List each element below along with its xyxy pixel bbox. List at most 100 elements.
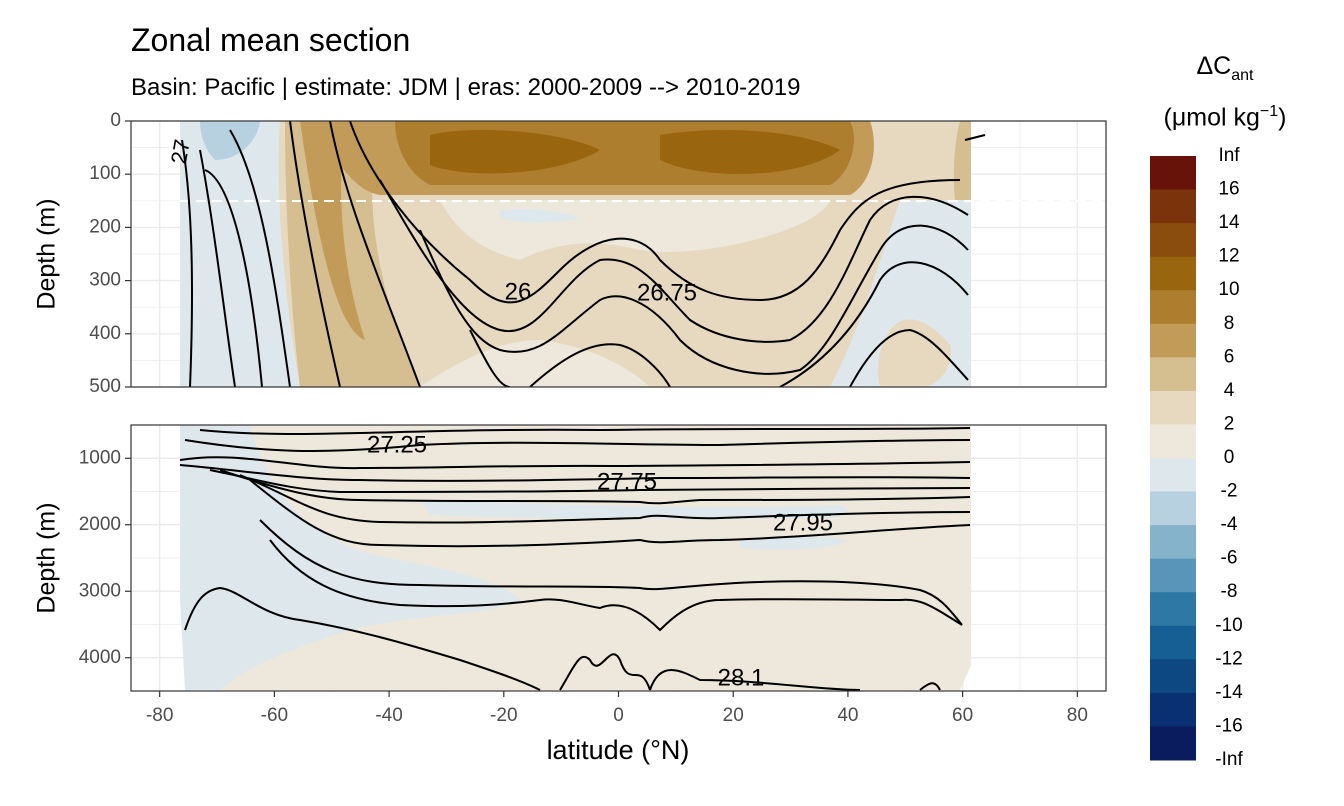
- lower-panel-fields: 27.25 27.75 27.95 28.1: [179, 425, 971, 691]
- y-tick-label: 2000: [79, 514, 121, 535]
- legend-title: ΔCant (μmol kg−1): [1150, 54, 1300, 130]
- x-tick-label: -80: [146, 705, 173, 726]
- colorbar-swatch: [1150, 525, 1196, 560]
- x-axis: -80 -60 -40 -20 0 20 40 60 80: [146, 691, 1088, 726]
- colorbar-swatch: [1150, 592, 1196, 627]
- legend-unit: (μmol kg−1): [1150, 104, 1300, 130]
- colorbar-level-label: -Inf: [1215, 749, 1243, 770]
- upper-contour: [964, 134, 986, 141]
- colorbar-swatch: [1150, 357, 1196, 392]
- upper-contour: [849, 328, 969, 387]
- colorbar-level-label: 4: [1224, 380, 1235, 401]
- legend-unit-suffix: ): [1278, 103, 1287, 132]
- y-tick-label: 300: [89, 270, 121, 291]
- lower-contour: [259, 519, 963, 626]
- x-axis-title: latitude (°N): [547, 735, 690, 765]
- lower-contour: [649, 669, 861, 691]
- upper-contour: [289, 121, 341, 387]
- colorbar-level-label: 10: [1218, 279, 1239, 300]
- chart-subtitle: Basin: Pacific | estimate: JDM | eras: 2…: [131, 74, 801, 101]
- upper-contour: [419, 224, 969, 375]
- colorbar-swatch: [1150, 424, 1196, 459]
- isopycnal-label: 27.95: [773, 509, 833, 536]
- colorbar-swatch: [1150, 558, 1196, 593]
- legend-title-subscript: ant: [1231, 67, 1254, 84]
- lower-contour: [269, 539, 963, 632]
- isopycnal-label: 26: [505, 278, 532, 305]
- colorbar-level-label: 6: [1224, 346, 1235, 367]
- upper-contour: [349, 121, 961, 304]
- y-tick-label: 4000: [79, 647, 121, 668]
- y-tick-label: 200: [89, 216, 121, 237]
- x-tick-label: 80: [1067, 705, 1088, 726]
- colorbar-swatch: [1150, 223, 1196, 258]
- colorbar-swatch: [1150, 458, 1196, 493]
- upper-northern-deep-positive: [878, 319, 951, 387]
- lower-y-axis-title: Depth (m): [33, 502, 61, 613]
- lower-contour: [219, 469, 971, 505]
- colorbar-level-label: -16: [1215, 715, 1242, 736]
- x-tick-label: -40: [375, 705, 402, 726]
- colorbar-level-label: Inf: [1218, 145, 1240, 166]
- lower-contour: [919, 682, 941, 691]
- colorbar-swatch: [1150, 726, 1196, 761]
- colorbar-swatch: [1150, 659, 1196, 694]
- lower-negative-band: [420, 500, 849, 520]
- legend-unit-prefix: (μmol kg: [1163, 103, 1260, 132]
- isopycnal-label: 27.75: [597, 468, 657, 495]
- colorbar-swatch: [1150, 156, 1196, 191]
- upper-contour: [199, 149, 236, 387]
- legend-title-symbol: ΔC: [1196, 52, 1232, 80]
- lower-contour: [199, 427, 971, 436]
- y-tick-label: 3000: [79, 580, 121, 601]
- colorbar-level-label: 16: [1218, 179, 1239, 200]
- colorbar-level-label: -8: [1221, 581, 1238, 602]
- colorbar-level-label: 8: [1224, 313, 1235, 334]
- upper-southern-strong-band: [300, 121, 365, 340]
- upper-panel-fields: 26 26.75 27: [166, 121, 1106, 387]
- colorbar-swatch: [1150, 692, 1196, 727]
- upper-mixed-layer-max-south: [430, 130, 600, 174]
- upper-southern-strong-negative: [200, 121, 260, 160]
- colorbar-swatch: [1150, 189, 1196, 224]
- upper-depth-panel: 26 26.75 27 0 100 200 300 400 500 Depth (m): [33, 110, 1107, 397]
- lower-contour: [184, 439, 971, 452]
- x-tick-label: 0: [613, 705, 624, 726]
- y-tick-label: 100: [89, 163, 121, 184]
- colorbar-level-label: -10: [1215, 615, 1242, 636]
- lower-contour: [184, 586, 541, 691]
- isopycnal-label: 26.75: [637, 279, 697, 306]
- upper-contours: [181, 121, 986, 387]
- x-tick-label: 60: [952, 705, 973, 726]
- upper-contour: [204, 169, 263, 387]
- colorbar-level-label: -14: [1215, 682, 1243, 703]
- colorbar-legend: Inf 16 14 12 10 8 6 4 2 0 -2 -4 -6 -8 -10 -12 -14 -16 -Inf: [1150, 145, 1243, 770]
- upper-contour: [229, 129, 291, 387]
- legend-unit-exponent: −1: [1259, 103, 1279, 120]
- colorbar-level-label: 2: [1224, 413, 1235, 434]
- upper-deep-low: [420, 340, 650, 387]
- colorbar-swatch: [1150, 323, 1196, 358]
- upper-subsurface-negative: [500, 209, 580, 223]
- upper-contour: [529, 343, 671, 387]
- colorbar-swatch: [1150, 491, 1196, 526]
- isopycnal-label: 27: [166, 137, 195, 165]
- colorbar-swatch: [1150, 625, 1196, 660]
- isopycnal-label: 27.25: [367, 431, 427, 458]
- upper-mixed-layer-max-north: [660, 130, 840, 174]
- chart-title: Zonal mean section: [131, 22, 411, 58]
- colorbar-level-label: 12: [1218, 246, 1239, 267]
- upper-contour: [779, 261, 969, 387]
- x-tick-label: -60: [261, 705, 288, 726]
- x-tick-label: -20: [490, 705, 517, 726]
- lower-contour: [239, 474, 971, 524]
- colorbar-level-label: -12: [1215, 648, 1242, 669]
- lower-contour: [559, 653, 651, 691]
- lower-y-axis: 1000 2000 3000 4000: [79, 447, 131, 668]
- upper-y-axis-title: Depth (m): [33, 198, 61, 309]
- upper-contour: [181, 139, 193, 387]
- upper-y-axis: 0 100 200 300 400 500: [89, 110, 131, 397]
- colorbar-swatch: [1150, 390, 1196, 425]
- lower-contour: [249, 479, 971, 548]
